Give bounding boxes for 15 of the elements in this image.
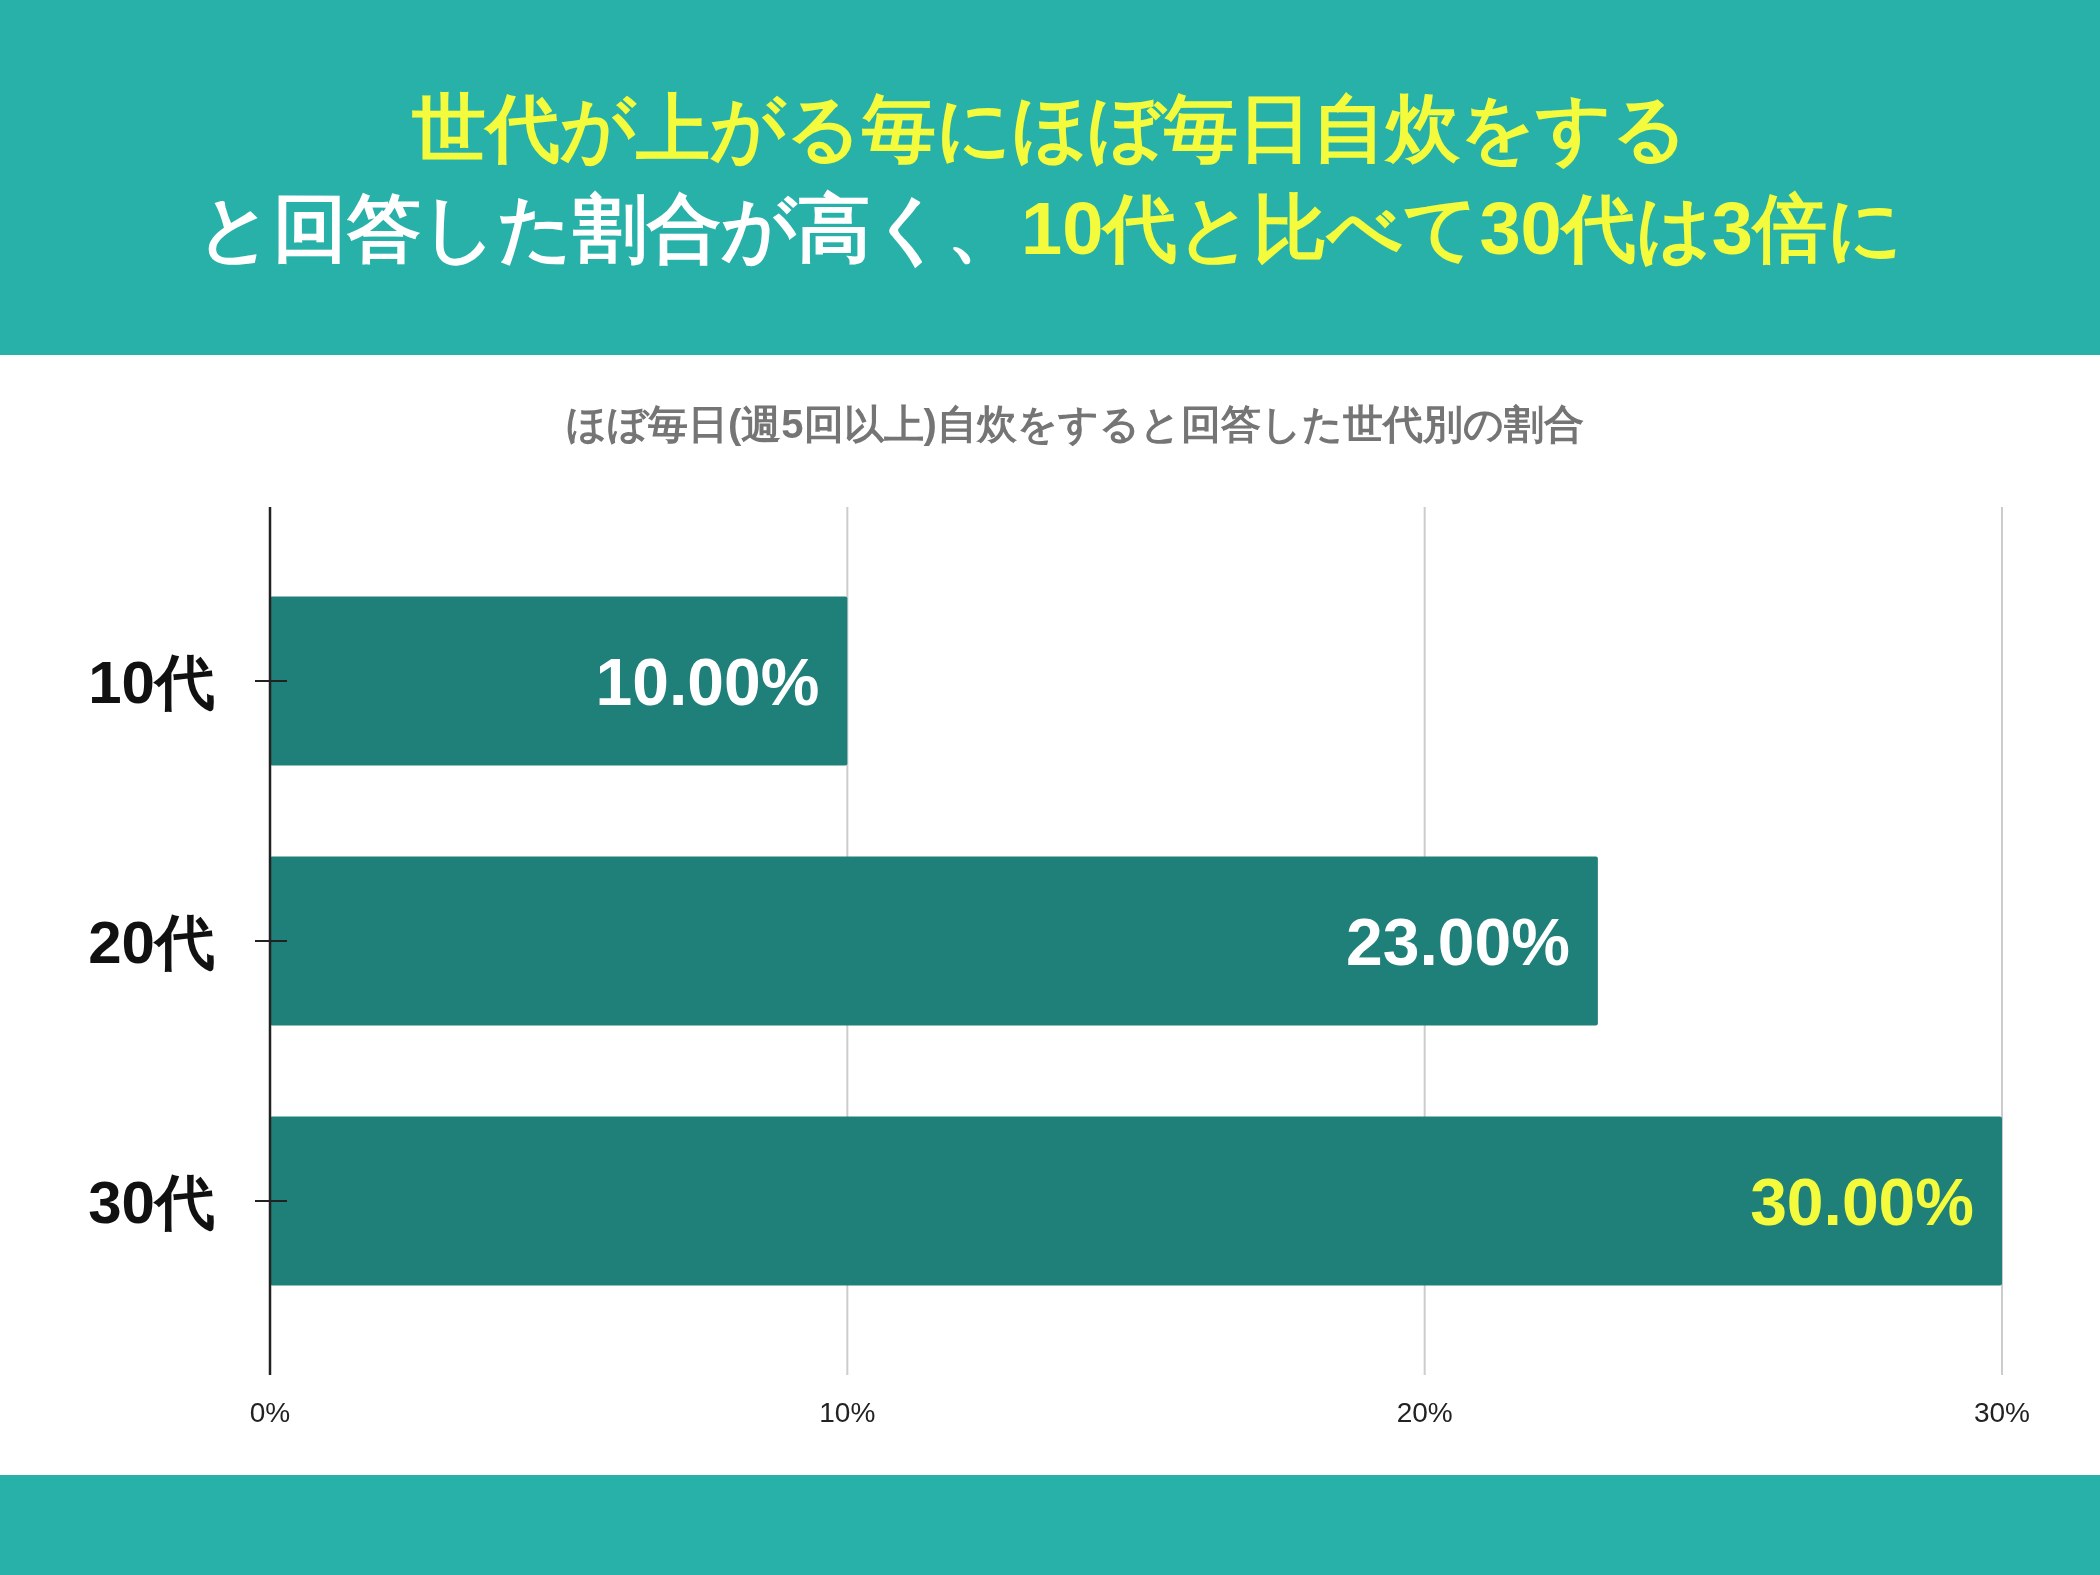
data-label: 10.00% xyxy=(595,645,820,719)
x-tick-label: 0% xyxy=(249,1397,291,1428)
bar xyxy=(270,596,848,766)
y-tick-label: 10代 xyxy=(88,649,215,716)
bar xyxy=(270,1116,2002,1286)
y-tick-label: 20代 xyxy=(88,909,215,976)
y-tick-label: 30代 xyxy=(88,1169,215,1236)
x-tick-label: 30% xyxy=(1973,1397,2031,1428)
data-label: 23.00% xyxy=(1346,905,1570,979)
chart-subtitle: ほぼ毎日(週5回以上)自炊をすると回答した世代別の割合 xyxy=(566,402,1584,447)
data-label: 30.00% xyxy=(1750,1165,1974,1239)
bar xyxy=(270,856,1598,1026)
x-tick-label: 20% xyxy=(1396,1397,1453,1428)
chart-title: 世代が上がる毎にほぼ毎日自炊をすると回答した割合が高く、10代と比べて30代は3倍に xyxy=(197,87,1903,270)
x-tick-label: 10% xyxy=(819,1397,876,1428)
